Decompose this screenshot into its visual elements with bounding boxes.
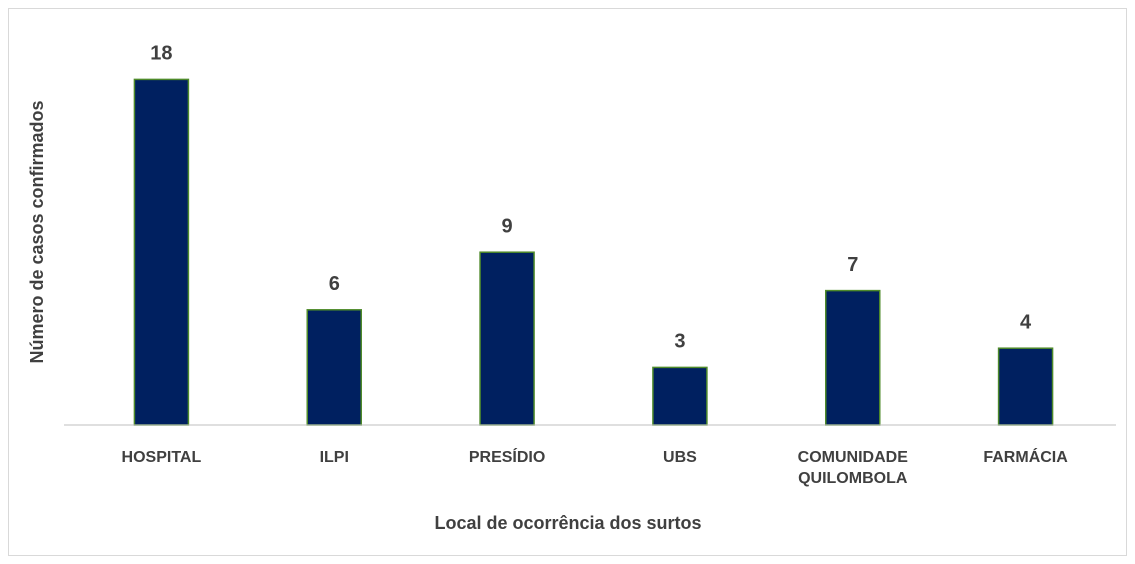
bar — [997, 347, 1054, 426]
value-label: 9 — [502, 215, 513, 237]
bar — [306, 309, 362, 426]
value-label: 7 — [847, 254, 858, 276]
chart-frame — [8, 8, 1127, 556]
x-tick-label: UBS — [663, 449, 697, 466]
bar — [133, 78, 190, 426]
bar — [479, 251, 535, 426]
x-axis-title: Local de ocorrência dos surtos — [434, 513, 701, 533]
x-tick-label: FARMÁCIA — [983, 449, 1068, 466]
value-label: 4 — [1020, 311, 1032, 333]
value-label: 18 — [150, 43, 172, 65]
y-axis-title: Número de casos confirmados — [27, 100, 47, 363]
x-tick-label: PRESÍDIO — [468, 449, 546, 466]
x-tick-label: ILPI — [319, 449, 349, 466]
x-tick-label: COMUNIDADE QUILOMBOLA — [797, 449, 908, 487]
value-label: 3 — [674, 331, 685, 353]
value-label: 6 — [329, 273, 340, 295]
bar — [825, 289, 881, 426]
bar — [652, 366, 708, 426]
x-tick-label: HOSPITAL — [121, 449, 202, 466]
